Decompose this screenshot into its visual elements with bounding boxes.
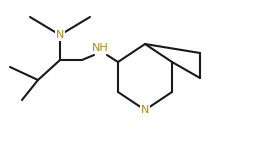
Text: NH: NH xyxy=(92,43,108,53)
Text: N: N xyxy=(56,30,64,40)
Text: N: N xyxy=(141,105,149,115)
